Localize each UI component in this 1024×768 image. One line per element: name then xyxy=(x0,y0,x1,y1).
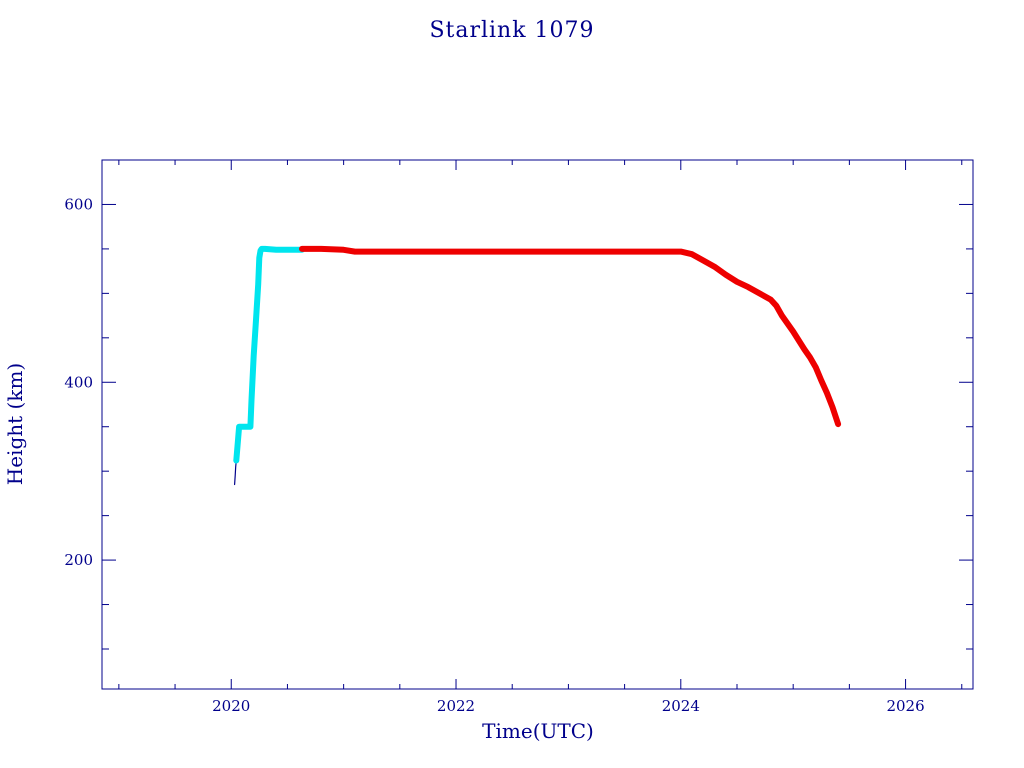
y-tick-label: 400 xyxy=(64,373,93,391)
x-axis-label: Time(UTC) xyxy=(482,719,594,743)
x-tick-label: 2026 xyxy=(886,697,924,715)
x-tick-label: 2022 xyxy=(437,697,475,715)
y-tick-label: 200 xyxy=(64,551,93,569)
tick-labels: 2020 2022 2024 2026 200 400 600 xyxy=(64,195,924,715)
series-line-3 xyxy=(299,245,842,428)
x-tick-label: 2020 xyxy=(212,697,250,715)
axis-ticks xyxy=(102,159,973,689)
series-line-1 xyxy=(234,459,237,486)
x-tick-label: 2024 xyxy=(662,697,700,715)
plot-frame xyxy=(101,159,974,690)
y-axis-label: Height (km) xyxy=(3,363,27,485)
y-tick-label: 600 xyxy=(64,195,93,213)
series-line-2 xyxy=(233,245,305,464)
chart-title: Starlink 1079 xyxy=(429,18,594,43)
data-series xyxy=(233,245,842,486)
